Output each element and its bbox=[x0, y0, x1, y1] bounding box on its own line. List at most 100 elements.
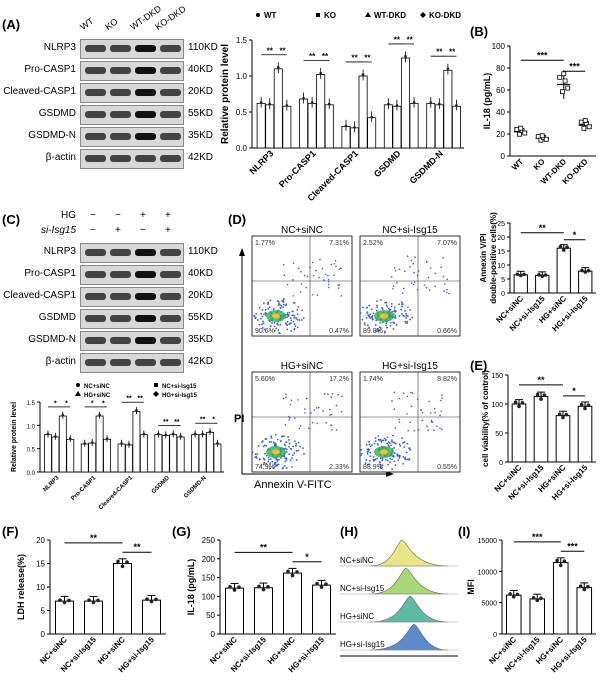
y-tick-label: 5 bbox=[41, 607, 46, 616]
event-dot bbox=[278, 458, 280, 461]
sig-label: ** bbox=[407, 35, 414, 44]
data-point bbox=[562, 559, 567, 563]
data-point bbox=[539, 397, 543, 401]
bar-pro-casp1-hg-sinc bbox=[95, 415, 104, 473]
blot-band bbox=[135, 67, 156, 74]
blot-protein-label: GSDMD-N bbox=[28, 130, 76, 141]
event-dot bbox=[270, 436, 273, 439]
bar-pro-casp1-hg-si-isg15 bbox=[103, 438, 111, 473]
quadrant-q2: 8.82% bbox=[437, 376, 457, 383]
data-point bbox=[513, 400, 518, 405]
blot-strip bbox=[80, 353, 184, 373]
blot-size-label: 55KD bbox=[188, 108, 214, 119]
bar-nc-sinc bbox=[225, 587, 244, 635]
event-dot bbox=[283, 443, 286, 446]
data-point bbox=[157, 432, 160, 436]
flow-plot-title: HG+si-Isg15 bbox=[382, 361, 438, 372]
event-dot bbox=[286, 312, 289, 314]
y-tick-label: 0 bbox=[501, 291, 505, 298]
event-dot bbox=[445, 291, 448, 294]
data-point bbox=[580, 268, 584, 273]
event-dot bbox=[381, 308, 384, 310]
event-dot bbox=[292, 454, 294, 457]
event-dot bbox=[291, 457, 293, 460]
sig-label: ** bbox=[364, 53, 371, 62]
blot-strip bbox=[80, 287, 184, 307]
event-dot bbox=[292, 320, 295, 323]
blot-size-label: 55KD bbox=[188, 312, 214, 323]
event-dot bbox=[287, 315, 290, 317]
event-dot bbox=[433, 407, 436, 410]
event-dot bbox=[289, 322, 292, 325]
event-dot bbox=[368, 448, 370, 451]
event-dot bbox=[285, 441, 287, 444]
blot-protein-label: GSDMD-N bbox=[28, 334, 76, 345]
blot-protein-label: Cleaved-CASP1 bbox=[3, 86, 76, 97]
event-dot bbox=[389, 324, 392, 327]
sig-label: ** bbox=[539, 223, 547, 233]
data-point bbox=[562, 78, 568, 84]
data-point bbox=[261, 587, 266, 592]
data-point bbox=[208, 430, 212, 433]
sig-label: ** bbox=[394, 35, 401, 44]
event-dot bbox=[441, 397, 443, 399]
event-dot bbox=[361, 318, 364, 321]
sig-label: ** bbox=[137, 396, 143, 403]
event-dot bbox=[386, 326, 389, 329]
event-dot bbox=[327, 283, 330, 286]
bar-gsdmd-wt-dkd bbox=[401, 57, 410, 149]
data-point bbox=[565, 85, 571, 91]
data-point bbox=[315, 581, 319, 586]
event-dot bbox=[338, 268, 340, 270]
treatment-sign: − bbox=[90, 210, 96, 221]
event-dot bbox=[374, 437, 377, 439]
sig-label: * bbox=[65, 400, 68, 407]
blot-size-label: 40KD bbox=[188, 268, 214, 279]
sig-label: ** bbox=[90, 533, 98, 543]
y-tick-label: 100 bbox=[491, 402, 503, 409]
event-dot bbox=[403, 441, 406, 443]
event-dot bbox=[253, 315, 256, 318]
event-dot bbox=[271, 322, 273, 324]
data-point bbox=[120, 564, 125, 569]
event-dot bbox=[276, 460, 279, 463]
legend-marker bbox=[420, 12, 426, 18]
blot-size-label: 42KD bbox=[188, 356, 214, 367]
event-dot bbox=[323, 279, 325, 281]
hg-row-label: HG bbox=[61, 210, 76, 221]
data-point bbox=[578, 119, 584, 125]
event-dot bbox=[286, 448, 288, 451]
event-dot bbox=[282, 263, 285, 266]
event-dot bbox=[429, 412, 432, 414]
sig-label: *** bbox=[569, 61, 580, 71]
event-dot bbox=[282, 306, 284, 309]
category-label: NLRP3 bbox=[42, 475, 61, 494]
sig-label: * bbox=[91, 400, 94, 407]
event-dot bbox=[391, 310, 394, 313]
y-tick-label: 40 bbox=[496, 108, 505, 117]
event-dot bbox=[284, 460, 287, 463]
treatment-sign: + bbox=[165, 225, 171, 236]
flow-plot-title: NC+siNC bbox=[281, 225, 323, 236]
data-point bbox=[91, 600, 96, 605]
event-dot bbox=[380, 466, 382, 468]
panel-label-e: (E) bbox=[470, 358, 488, 373]
event-dot bbox=[402, 287, 405, 290]
event-dot bbox=[386, 459, 389, 462]
event-dot bbox=[405, 451, 408, 454]
y-tick-label: 100 bbox=[492, 42, 506, 51]
event-dot bbox=[366, 463, 369, 466]
event-dot bbox=[325, 421, 328, 424]
event-dot bbox=[411, 316, 414, 319]
event-dot bbox=[398, 268, 401, 271]
blot-band bbox=[160, 337, 181, 344]
event-dot bbox=[273, 443, 276, 446]
y-tick-label: 80 bbox=[496, 64, 505, 73]
bar-nc-sinc bbox=[55, 600, 74, 635]
data-point bbox=[149, 599, 154, 604]
event-dot bbox=[412, 283, 415, 286]
y-tick-label: 15 bbox=[497, 249, 505, 256]
event-dot bbox=[337, 284, 339, 286]
event-dot bbox=[331, 429, 333, 431]
